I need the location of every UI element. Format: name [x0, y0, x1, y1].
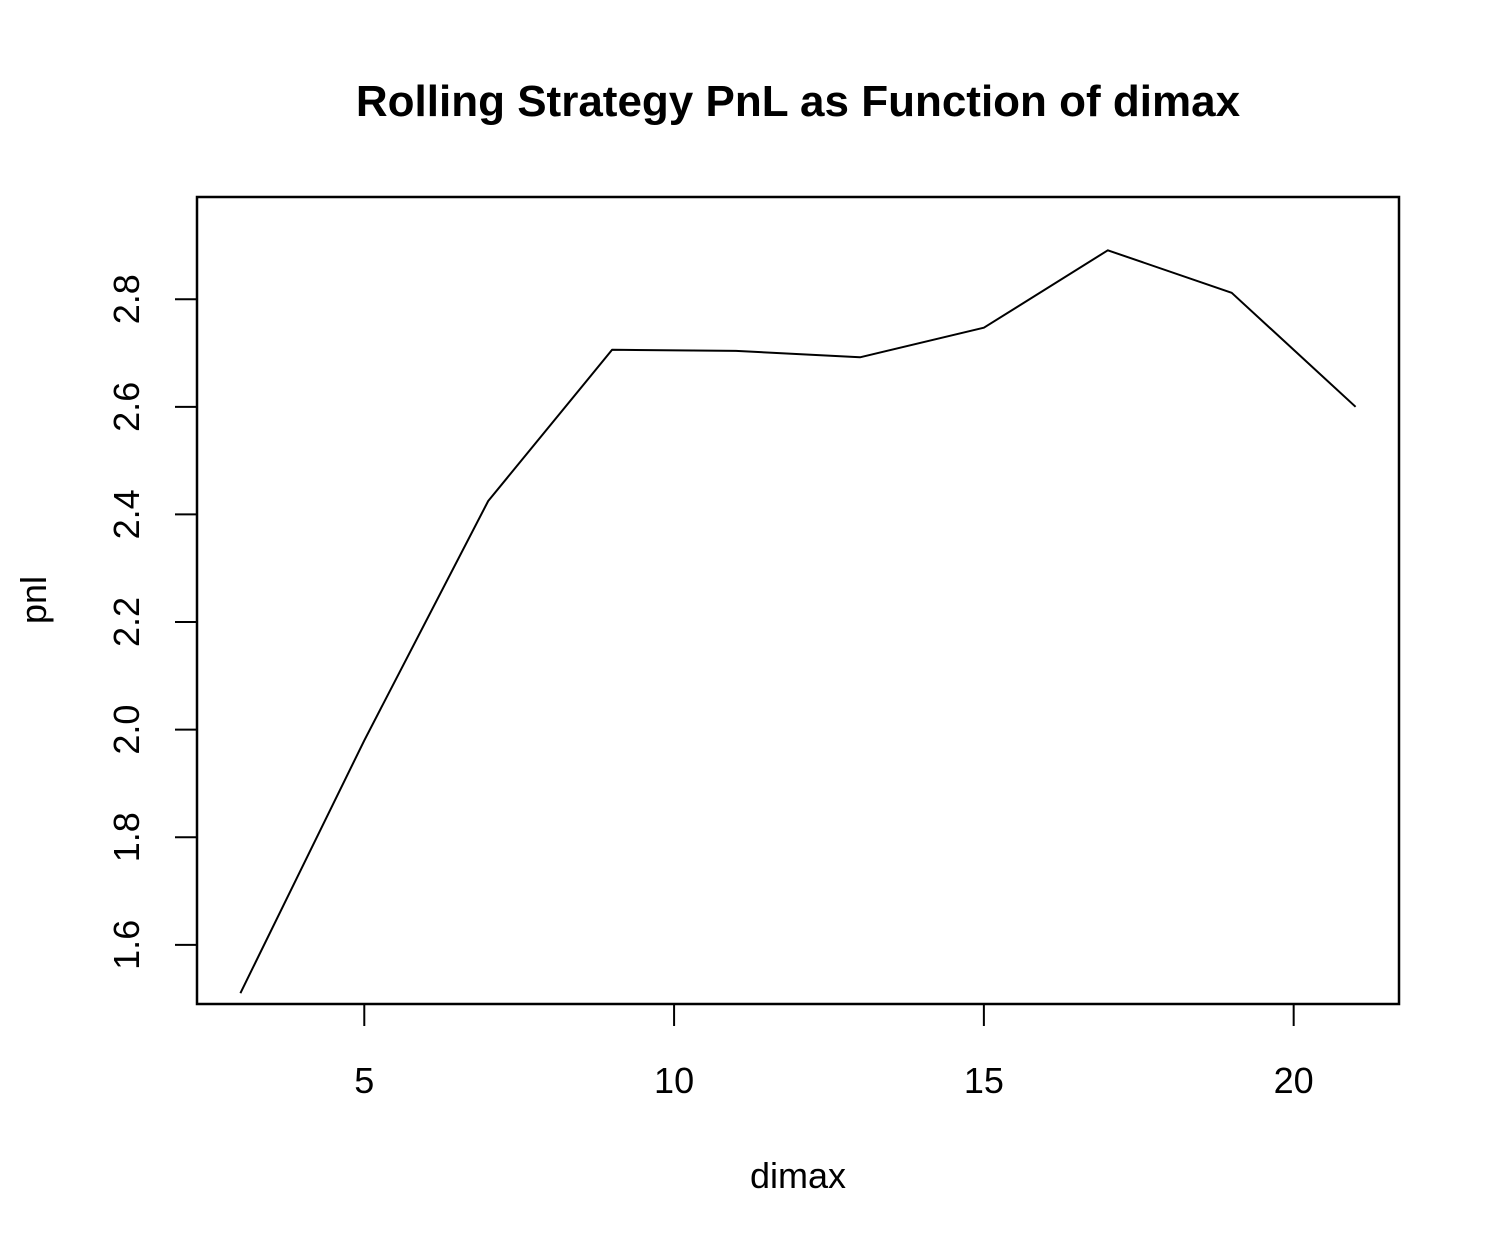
x-tick-label: 5: [354, 1060, 374, 1101]
series-line: [239, 249, 1357, 994]
y-tick-label: 2.4: [106, 489, 147, 539]
x-tick-label: 15: [964, 1060, 1004, 1101]
y-tick-label: 2.6: [106, 382, 147, 432]
plot-frame: [195, 195, 1401, 1006]
chart-title: Rolling Strategy PnL as Function of dima…: [356, 77, 1241, 126]
y-tick-label: 2.8: [106, 274, 147, 324]
x-axis-label: dimax: [750, 1155, 846, 1196]
y-axis: 1.6 1.8 2.0 2.2 2.4 2.6 2.8: [106, 274, 197, 970]
y-tick-label: 1.8: [106, 812, 147, 862]
x-axis: 5 10 15 20: [354, 1004, 1314, 1101]
y-tick-label: 2.2: [106, 597, 147, 647]
x-tick-label: 20: [1274, 1060, 1314, 1101]
y-axis-label: pnl: [13, 576, 54, 624]
y-tick-label: 1.6: [106, 920, 147, 970]
y-tick-label: 2.0: [106, 705, 147, 755]
x-tick-label: 10: [654, 1060, 694, 1101]
